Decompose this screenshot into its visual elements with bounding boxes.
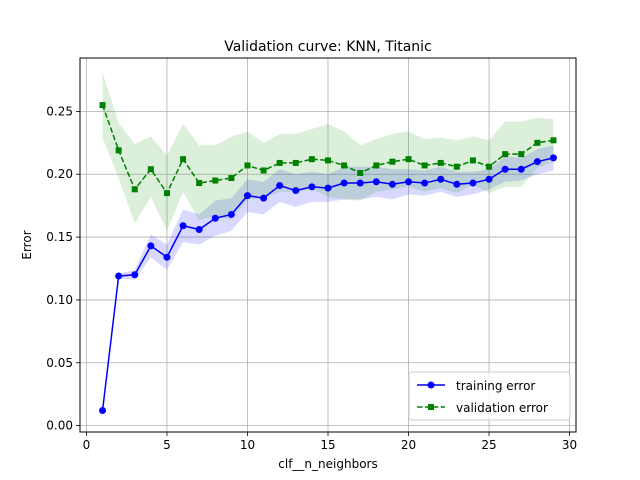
- validation-error-point: [421, 162, 428, 169]
- validation-error-point: [437, 159, 444, 166]
- training-error-point: [324, 184, 332, 192]
- validation-error-point: [357, 169, 364, 176]
- validation-error-point: [405, 156, 412, 163]
- y-tick-label: 0.15: [46, 230, 73, 244]
- validation-error-point: [308, 156, 315, 163]
- x-axis-ticks: 0 5 10 15 20 25 30: [83, 432, 577, 452]
- x-tick-label: 30: [562, 438, 577, 452]
- validation-error-point: [131, 186, 138, 193]
- x-tick-label: 10: [240, 438, 255, 452]
- validation-error-line: [101, 104, 554, 195]
- x-tick-label: 20: [401, 438, 416, 452]
- validation-error-point: [276, 159, 283, 166]
- confidence-bands: [102, 72, 554, 411]
- validation-error-point: [453, 163, 460, 170]
- validation-error-point: [260, 167, 267, 174]
- validation-error-band: [102, 72, 554, 231]
- validation-error-point: [212, 177, 219, 184]
- validation-error-point: [99, 102, 106, 109]
- validation-error-point: [534, 139, 541, 146]
- validation-error-point: [292, 159, 299, 166]
- training-error-point: [469, 179, 477, 187]
- training-error-point: [115, 272, 123, 280]
- validation-error-point: [244, 162, 251, 169]
- x-axis-label: clf__n_neighbors: [278, 457, 377, 471]
- legend-box: [408, 371, 571, 421]
- training-error-point: [163, 253, 171, 261]
- validation-error-point: [196, 180, 203, 187]
- training-error-point: [340, 179, 348, 187]
- x-tick-label: 0: [83, 438, 91, 452]
- y-tick-label: 0.20: [46, 167, 73, 181]
- training-error-point: [243, 192, 251, 200]
- training-error-point: [405, 178, 413, 186]
- training-error-point: [421, 179, 429, 187]
- training-error-point: [453, 180, 461, 188]
- y-tick-label: 0.25: [46, 104, 73, 118]
- legend-validation-marker: [428, 404, 434, 410]
- legend-validation-label: validation error: [456, 401, 548, 415]
- validation-error-point: [325, 157, 331, 164]
- training-error-point: [517, 165, 525, 173]
- training-error-point: [356, 179, 364, 187]
- training-error-point: [501, 165, 509, 173]
- training-error-point: [549, 154, 557, 162]
- x-tick-label: 25: [481, 438, 496, 452]
- training-error-point: [437, 175, 445, 183]
- y-axis-label: Error: [20, 230, 34, 259]
- training-error-point: [260, 194, 268, 202]
- training-error-point: [485, 175, 493, 183]
- series-markers: [99, 102, 557, 415]
- validation-error-point: [518, 151, 525, 158]
- training-error-band: [102, 145, 554, 411]
- training-error-point: [179, 222, 187, 230]
- validation-error-point: [115, 147, 122, 154]
- training-error-point: [388, 180, 396, 188]
- validation-error-point: [469, 157, 476, 164]
- x-tick-label: 15: [320, 438, 335, 452]
- chart-title: Validation curve: KNN, Titanic: [224, 39, 432, 55]
- training-error-point: [292, 187, 300, 195]
- validation-error-point: [550, 137, 557, 144]
- y-tick-label: 0.00: [46, 419, 73, 433]
- validation-error-point: [389, 158, 396, 165]
- validation-error-point: [502, 151, 509, 158]
- validation-error-point: [180, 156, 187, 163]
- validation-error-point: [228, 175, 235, 182]
- training-error-point: [276, 182, 284, 190]
- validation-error-point: [163, 190, 170, 197]
- training-error-point: [195, 226, 203, 234]
- grid-lines: [80, 58, 576, 432]
- training-error-point: [147, 242, 155, 250]
- y-tick-label: 0.05: [46, 356, 73, 370]
- validation-error-point: [147, 166, 154, 173]
- training-error-point: [533, 158, 541, 166]
- legend-entry-training: training error: [417, 379, 535, 393]
- training-error-point: [227, 210, 235, 218]
- legend: training error validation error: [408, 371, 571, 421]
- validation-error-point: [341, 162, 348, 169]
- training-error-point: [99, 407, 107, 415]
- legend-training-label: training error: [456, 379, 535, 393]
- legend-entry-validation: validation error: [417, 401, 548, 415]
- x-tick-label: 5: [163, 438, 171, 452]
- training-error-point: [211, 214, 219, 222]
- y-tick-label: 0.10: [46, 293, 73, 307]
- validation-error-point: [373, 162, 380, 169]
- training-error-point: [372, 178, 380, 186]
- training-error-point: [131, 271, 139, 279]
- training-error-point: [308, 183, 316, 191]
- legend-training-marker: [427, 381, 435, 389]
- validation-error-point: [486, 163, 493, 170]
- y-axis-ticks: 0.00 0.05 0.10 0.15 0.20 0.25: [46, 104, 80, 433]
- plot-area: [79, 57, 577, 433]
